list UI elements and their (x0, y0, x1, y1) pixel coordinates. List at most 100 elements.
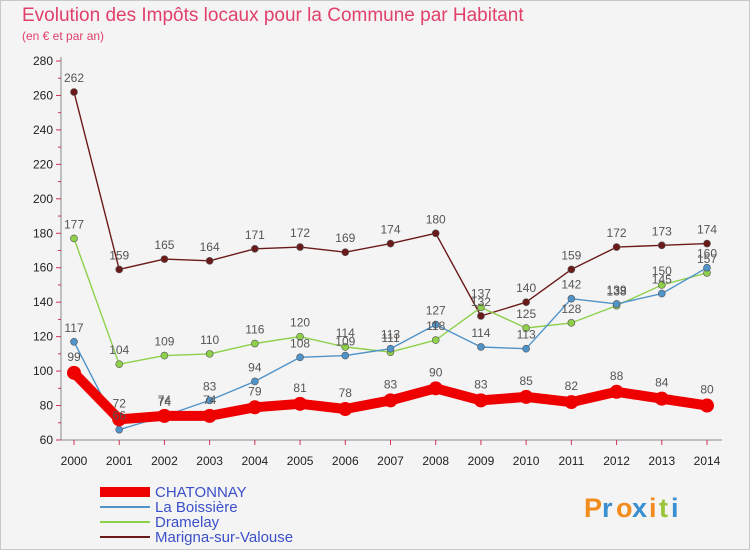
data-label: 145 (652, 273, 672, 287)
data-label: 159 (109, 248, 129, 262)
data-label: 171 (245, 228, 265, 242)
data-label: 174 (697, 223, 717, 237)
logo-letter: x (632, 493, 647, 523)
y-tick-label: 220 (33, 157, 53, 171)
data-point (657, 281, 666, 289)
data-point (522, 298, 530, 306)
data-label: 137 (471, 286, 491, 300)
data-point (654, 391, 669, 406)
logo-letter: r (602, 493, 613, 523)
data-point (477, 312, 485, 320)
data-point (205, 257, 214, 265)
data-point (564, 395, 579, 410)
x-tick-label: 2007 (377, 454, 404, 468)
data-label: 159 (561, 248, 581, 262)
data-point (567, 294, 576, 303)
data-point (386, 239, 395, 248)
legend-label: CHATONNAY (155, 484, 247, 501)
data-label: 82 (565, 379, 579, 393)
data-label: 94 (248, 360, 262, 374)
data-point (160, 255, 169, 263)
data-labels: 262 159 165 164 171 172 169 174 180 132 140 159 172 1… (64, 71, 717, 423)
data-point (612, 243, 621, 251)
axes: 60 80 100 120 140 160 180 200 220 240 260 280 2000 20… (33, 54, 722, 468)
data-label: 113 (517, 328, 536, 342)
data-point (386, 344, 395, 353)
data-point (247, 400, 262, 415)
data-point (251, 377, 259, 386)
data-label: 164 (200, 240, 220, 254)
y-tick-label: 80 (40, 399, 54, 413)
data-point (522, 344, 530, 353)
y-tick-label: 260 (33, 88, 53, 102)
data-label: 132 (471, 295, 491, 309)
data-point (703, 239, 711, 248)
data-point (522, 324, 530, 332)
data-label: 174 (380, 223, 400, 237)
data-label: 74 (158, 393, 172, 407)
data-label: 83 (384, 377, 398, 391)
data-label: 113 (381, 328, 400, 342)
y-tick-label: 140 (33, 295, 53, 309)
data-label: 114 (471, 326, 490, 340)
data-point (477, 343, 485, 351)
legend-label: Marigna-sur-Valouse (155, 529, 293, 546)
data-label: 80 (700, 383, 714, 397)
data-point (202, 408, 217, 423)
x-tick-label: 2004 (242, 454, 269, 468)
x-tick-label: 2002 (151, 454, 178, 468)
data-label: 78 (339, 386, 353, 400)
data-label: 138 (607, 285, 627, 299)
data-point (567, 319, 576, 327)
data-point (112, 412, 127, 427)
data-label: 114 (336, 326, 355, 340)
data-label: 72 (113, 396, 127, 410)
data-label: 90 (429, 365, 443, 379)
data-label: 108 (290, 336, 310, 350)
data-label: 66 (113, 409, 127, 423)
logo-letter: i (671, 493, 679, 523)
data-point (251, 244, 259, 253)
chart-subtitle: (en € et par an) (22, 29, 105, 43)
y-tick-label: 160 (33, 261, 53, 275)
data-label: 262 (64, 71, 84, 85)
logo-letter: t (659, 493, 668, 523)
data-point (657, 289, 666, 298)
data-point (431, 336, 440, 344)
data-point (473, 393, 488, 408)
data-point (431, 229, 440, 238)
data-label: 110 (200, 333, 219, 347)
x-tick-label: 2010 (513, 454, 540, 468)
logo-letter: P (584, 493, 602, 523)
y-tick-label: 60 (40, 433, 54, 447)
y-tick-label: 100 (33, 364, 53, 378)
data-point (567, 265, 576, 274)
x-tick-label: 2011 (558, 454, 584, 468)
data-point (157, 408, 172, 423)
data-label: 142 (561, 278, 581, 292)
data-point (609, 384, 624, 399)
data-point (115, 425, 124, 434)
data-label: 172 (290, 226, 310, 240)
y-tick-label: 180 (33, 226, 53, 240)
data-label: 117 (64, 321, 83, 335)
data-label: 109 (335, 335, 355, 349)
data-point (160, 351, 169, 360)
data-point (703, 263, 711, 272)
x-tick-label: 2012 (603, 454, 630, 468)
x-tick-label: 2006 (332, 454, 359, 468)
x-tick-label: 2008 (422, 454, 449, 468)
data-label: 111 (381, 331, 400, 345)
data-label: 74 (203, 393, 217, 407)
data-label: 150 (652, 264, 672, 278)
data-point (205, 350, 214, 358)
data-point (383, 393, 398, 408)
chart-title: Evolution des Impôts locaux pour la Comm… (22, 5, 524, 26)
data-label: 85 (519, 374, 533, 388)
data-label: 120 (290, 316, 310, 330)
data-label: 180 (426, 212, 446, 226)
data-point (341, 343, 350, 351)
